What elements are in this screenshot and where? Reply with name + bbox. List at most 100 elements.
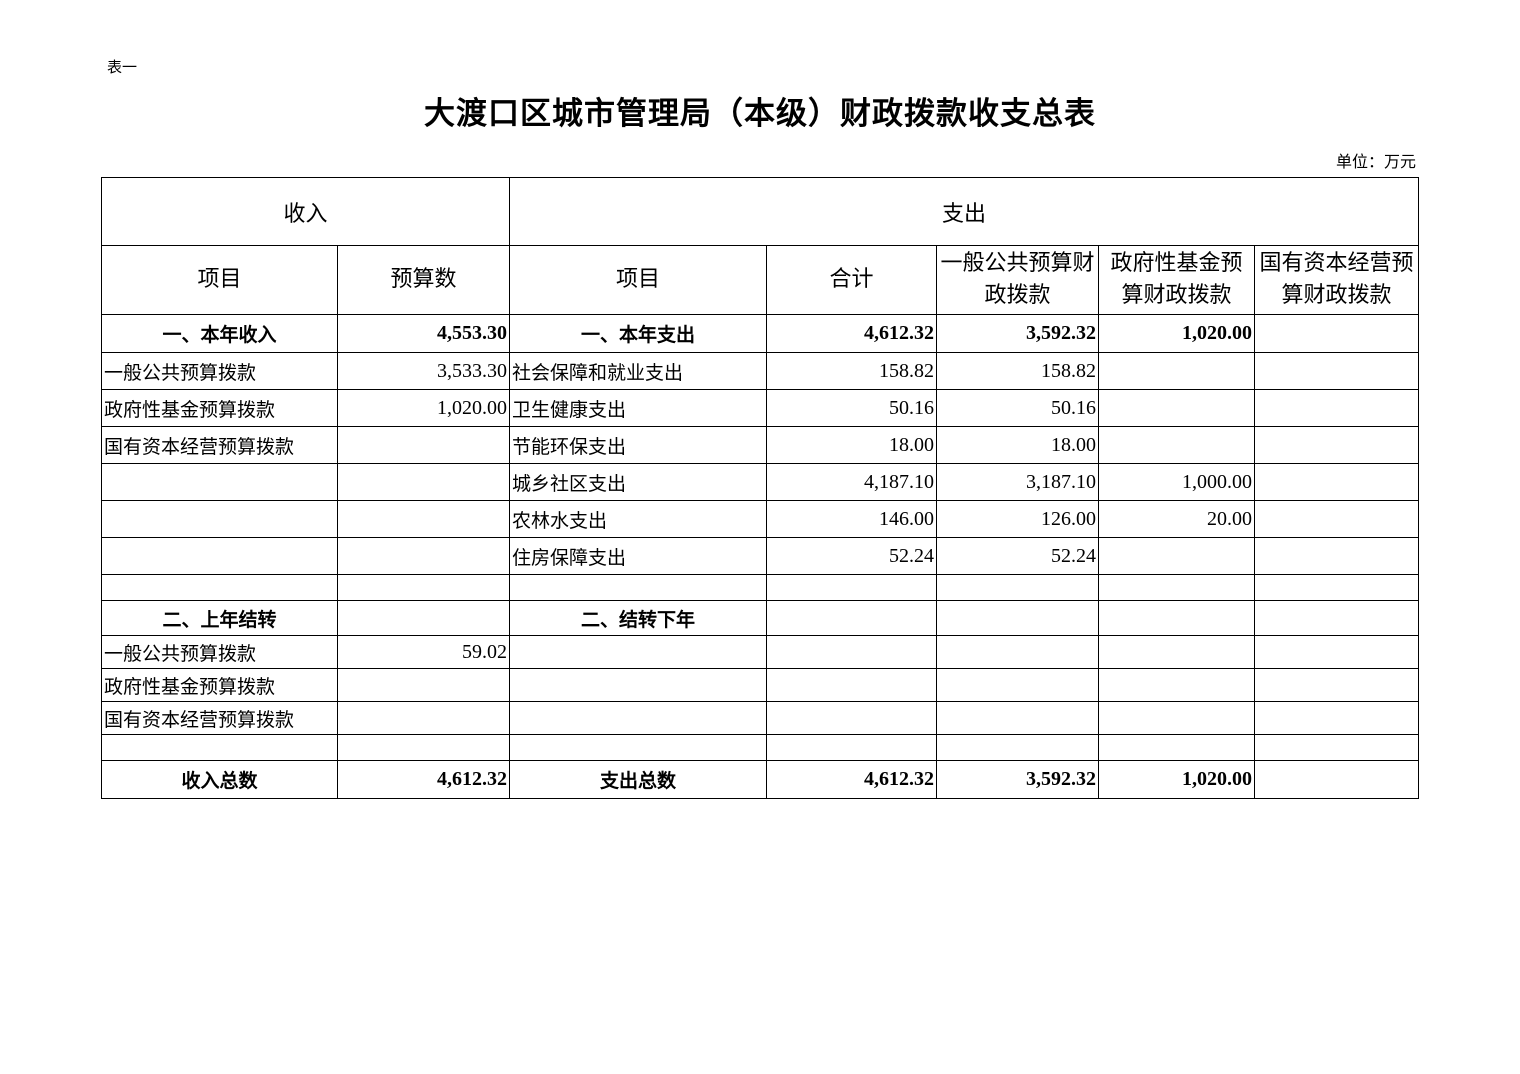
cell-state-capital [1254,389,1419,427]
cell-gov-fund: 1,000.00 [1098,463,1255,501]
cell-income-item: 一般公共预算拨款 [101,352,338,390]
cell-general-public: 158.82 [936,352,1099,390]
cell-income-budget: 4,612.32 [337,760,510,799]
cell-income-budget [337,734,510,761]
cell-expense-item: 农林水支出 [509,500,767,538]
cell-gov-fund [1098,635,1255,669]
table-row: 一、本年收入 4,553.30 一、本年支出 4,612.32 3,592.32 1,02… [101,314,1419,353]
cell-income-budget: 59.02 [337,635,510,669]
cell-expense-item [509,668,767,702]
cell-income-item: 收入总数 [101,760,338,799]
cell-income-item [101,463,338,501]
cell-income-item: 政府性基金预算拨款 [101,668,338,702]
cell-state-capital [1254,537,1419,575]
cell-general-public: 52.24 [936,537,1099,575]
cell-income-item: 一、本年收入 [101,314,338,353]
cell-gov-fund [1098,389,1255,427]
cell-expense-item: 支出总数 [509,760,767,799]
table-row: 国有资本经营预算拨款 [101,701,1419,735]
cell-state-capital [1254,701,1419,735]
cell-total: 50.16 [766,389,937,427]
cell-general-public [936,635,1099,669]
cell-income-budget: 1,020.00 [337,389,510,427]
cell-state-capital [1254,668,1419,702]
cell-income-budget [337,500,510,538]
cell-state-capital [1254,635,1419,669]
cell-general-public [936,600,1099,636]
cell-state-capital [1254,352,1419,390]
cell-expense-item: 一、本年支出 [509,314,767,353]
cell-income-item [101,537,338,575]
cell-expense-item [509,635,767,669]
cell-state-capital [1254,600,1419,636]
cell-general-public [936,574,1099,601]
cell-income-item: 二、上年结转 [101,600,338,636]
cell-income-item: 政府性基金预算拨款 [101,389,338,427]
table-number-label: 表一 [107,58,138,76]
cell-gov-fund [1098,574,1255,601]
column-header-row: 项目 预算数 项目 合计 一般公共预算财政拨款 政府性基金预算财政拨款 国有资本… [101,245,1419,315]
cell-general-public [936,734,1099,761]
table-row: 一般公共预算拨款 59.02 [101,635,1419,669]
cell-income-budget [337,574,510,601]
col-gov-fund-label: 政府性基金预算财政拨款 [1110,251,1243,308]
cell-expense-item: 住房保障支出 [509,537,767,575]
cell-gov-fund [1098,600,1255,636]
expense-header: 支出 [509,177,1419,246]
cell-total: 4,612.32 [766,760,937,799]
cell-gov-fund [1098,668,1255,702]
cell-total: 146.00 [766,500,937,538]
cell-gov-fund [1098,537,1255,575]
col-gov-fund: 政府性基金预算财政拨款 [1098,245,1255,315]
cell-general-public [936,668,1099,702]
col-expense-item: 项目 [509,245,767,315]
cell-expense-item: 二、结转下年 [509,600,767,636]
cell-total [766,701,937,735]
cell-general-public: 18.00 [936,426,1099,464]
budget-summary-table: 收入 支出 项目 预算数 项目 合计 一般公共预算财政拨款 政府性基金预算财政拨… [101,177,1419,799]
cell-income-budget [337,701,510,735]
cell-gov-fund [1098,352,1255,390]
cell-total: 18.00 [766,426,937,464]
page-title: 大渡口区城市管理局（本级）财政拨款收支总表 [424,96,1096,132]
cell-income-budget [337,668,510,702]
cell-expense-item: 节能环保支出 [509,426,767,464]
cell-gov-fund [1098,734,1255,761]
cell-income-budget [337,537,510,575]
unit-label: 单位：万元 [1335,152,1416,171]
table-row: 农林水支出 146.00 126.00 20.00 [101,500,1419,538]
cell-expense-item: 社会保障和就业支出 [509,352,767,390]
cell-state-capital [1254,314,1419,353]
cell-state-capital [1254,500,1419,538]
cell-income-item: 国有资本经营预算拨款 [101,701,338,735]
cell-general-public: 3,592.32 [936,760,1099,799]
cell-total: 4,187.10 [766,463,937,501]
cell-total: 52.24 [766,537,937,575]
cell-income-item [101,574,338,601]
section-header-row: 收入 支出 [101,177,1419,246]
cell-total [766,668,937,702]
cell-total [766,600,937,636]
table-row [101,734,1419,761]
cell-income-item: 国有资本经营预算拨款 [101,426,338,464]
cell-expense-item [509,701,767,735]
cell-income-budget [337,600,510,636]
cell-general-public: 50.16 [936,389,1099,427]
cell-total [766,635,937,669]
cell-income-budget [337,426,510,464]
table-row [101,574,1419,601]
table-row: 住房保障支出 52.24 52.24 [101,537,1419,575]
col-general-public: 一般公共预算财政拨款 [936,245,1099,315]
table-row: 收入总数 4,612.32 支出总数 4,612.32 3,592.32 1,020.00 [101,760,1419,799]
table-row: 二、上年结转 二、结转下年 [101,600,1419,636]
table-row: 城乡社区支出 4,187.10 3,187.10 1,000.00 [101,463,1419,501]
cell-total: 158.82 [766,352,937,390]
table-row: 政府性基金预算拨款 [101,668,1419,702]
cell-expense-item [509,734,767,761]
col-income-budget: 预算数 [337,245,510,315]
income-header: 收入 [101,177,510,246]
cell-gov-fund [1098,701,1255,735]
cell-state-capital [1254,734,1419,761]
cell-expense-item: 城乡社区支出 [509,463,767,501]
cell-total [766,574,937,601]
